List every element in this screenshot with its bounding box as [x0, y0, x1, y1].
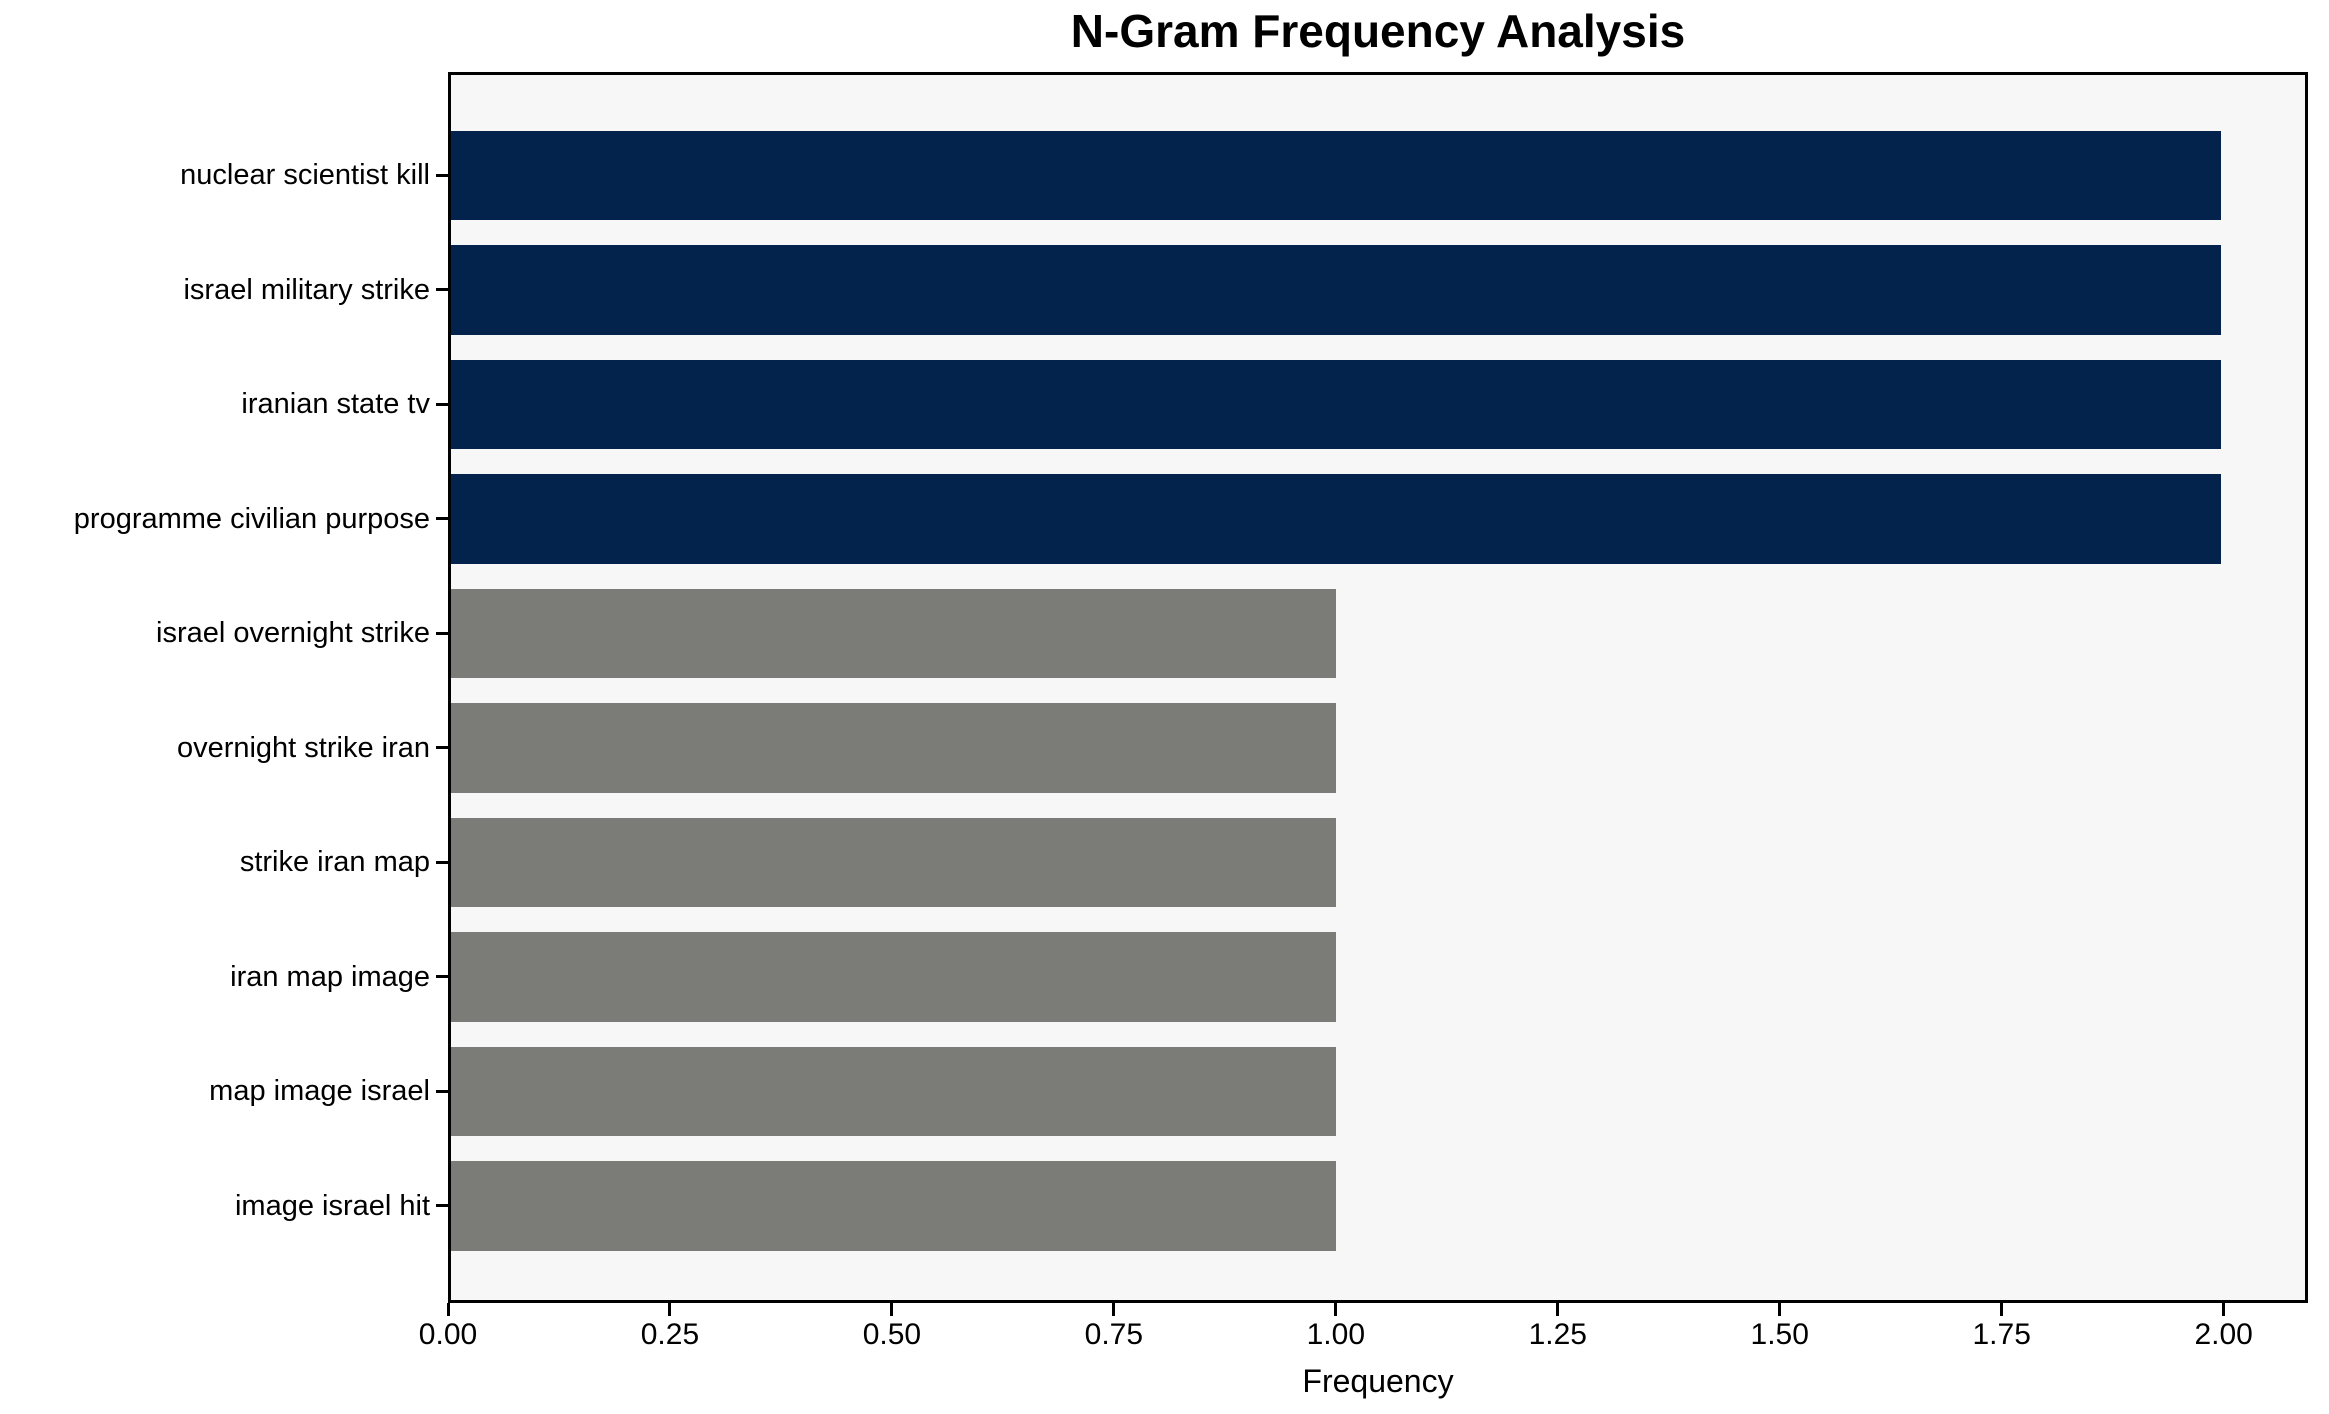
y-tick-label: programme civilian purpose	[73, 502, 430, 535]
x-tick-mark	[668, 1303, 672, 1316]
x-tick-label: 0.00	[418, 1318, 478, 1351]
y-tick-mark	[436, 402, 448, 406]
x-tick-label: 1.25	[1528, 1318, 1587, 1351]
x-tick-mark	[1556, 1303, 1560, 1316]
y-tick-mark	[436, 288, 448, 292]
x-tick-label: 0.50	[862, 1318, 922, 1351]
bar	[451, 245, 2221, 335]
y-tick-mark	[436, 173, 448, 177]
y-tick-mark	[436, 517, 448, 521]
x-tick-label: 1.00	[1306, 1318, 1366, 1351]
bar	[451, 130, 2221, 220]
y-tick-label: map image israel	[209, 1075, 430, 1108]
y-tick-label: image israel hit	[234, 1189, 430, 1222]
x-tick-mark	[890, 1303, 894, 1316]
x-tick-mark	[1778, 1303, 1782, 1316]
bar	[451, 817, 1336, 907]
y-tick-label: iranian state tv	[241, 388, 430, 421]
y-tick-label: nuclear scientist kill	[180, 159, 430, 192]
chart-title: N-Gram Frequency Analysis	[1070, 5, 1686, 57]
y-tick-mark	[436, 860, 448, 864]
y-tick-label: israel overnight strike	[156, 617, 430, 650]
y-tick-label: israel military strike	[183, 273, 430, 306]
bar	[451, 703, 1336, 793]
x-tick-mark	[1112, 1303, 1116, 1316]
bar	[451, 359, 2221, 449]
x-tick-label: 0.75	[1084, 1318, 1144, 1351]
bar	[451, 1161, 1336, 1251]
x-tick-label: 2.00	[2194, 1318, 2253, 1351]
x-tick-mark	[2000, 1303, 2004, 1316]
y-tick-label: overnight strike iran	[176, 731, 430, 764]
y-tick-mark	[436, 1089, 448, 1093]
bar	[451, 932, 1336, 1022]
x-tick-label: 1.50	[1750, 1318, 1809, 1351]
x-tick-mark	[1334, 1303, 1338, 1316]
y-tick-mark	[436, 975, 448, 979]
x-tick-mark	[2222, 1303, 2226, 1316]
y-tick-mark	[436, 746, 448, 750]
y-tick-mark	[436, 631, 448, 635]
y-tick-label: strike iran map	[239, 846, 430, 879]
plot-area	[448, 72, 2308, 1303]
bars-container	[451, 75, 2305, 1300]
x-tick-label: 0.25	[640, 1318, 700, 1351]
bar	[451, 474, 2221, 564]
x-tick-mark	[446, 1303, 450, 1316]
bar	[451, 1046, 1336, 1136]
y-tick-label: iran map image	[230, 960, 430, 993]
y-tick-mark	[436, 1204, 448, 1208]
x-axis-title: Frequency	[1302, 1363, 1454, 1399]
x-tick-label: 1.75	[1972, 1318, 2031, 1351]
bar	[451, 588, 1336, 678]
